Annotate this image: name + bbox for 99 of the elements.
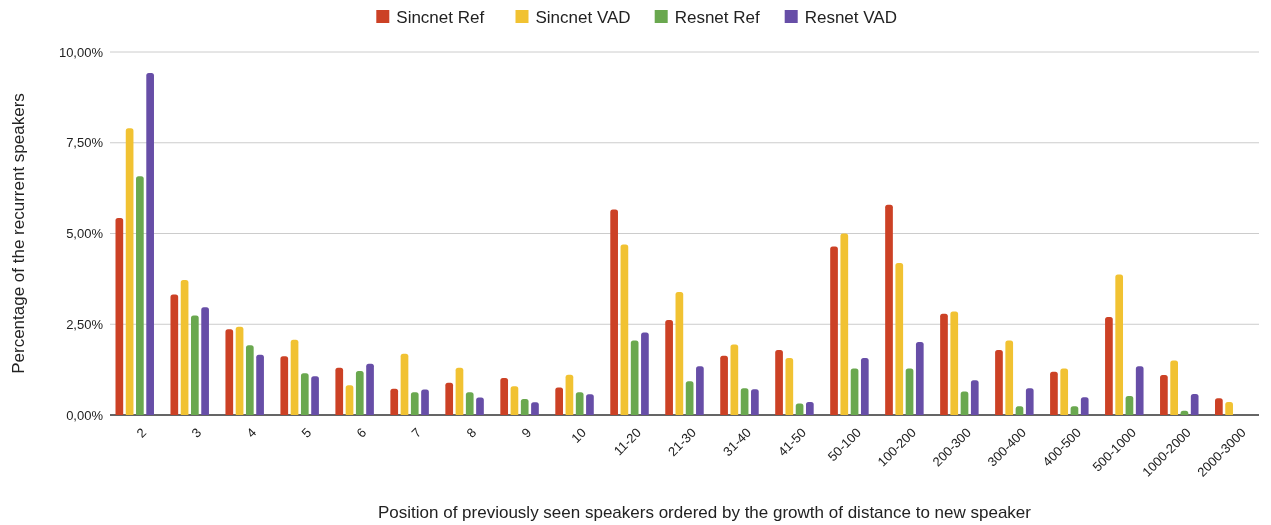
y-tick-label: 10,00% [58,44,104,60]
bar [290,339,299,415]
bar [345,385,354,415]
bar [366,363,374,415]
bar [1125,396,1134,415]
bar [455,367,464,415]
x-tick-label: 4 [243,424,260,441]
bar [940,313,948,415]
y-tick-label: 0,00% [66,407,104,423]
bar [390,388,399,415]
bar [300,373,309,415]
bar [421,389,429,415]
bar [146,73,154,415]
bar [500,377,509,415]
bar [586,394,594,415]
y-tick-label: 7,50% [66,135,104,151]
bar [180,279,189,415]
bar [806,401,814,415]
bar [795,403,804,415]
bar [445,382,454,415]
bar [720,355,728,415]
y-axis-title: Percentage of the recurrent speakers [9,93,28,374]
bar [531,402,539,415]
bar [860,358,869,415]
bar [740,388,749,415]
bar [335,367,344,415]
y-tick-label: 5,00% [66,226,104,242]
bar [476,397,484,415]
bar [1005,340,1014,415]
bar [1190,393,1199,415]
bar [1050,371,1058,415]
bar [191,315,199,415]
x-tick-label: 5 [298,424,315,441]
bar [950,311,959,415]
bar [970,380,979,415]
x-tick-label: 6 [353,424,370,441]
bar [1080,397,1089,415]
bar [201,307,209,415]
bar [915,342,924,415]
bar [280,356,289,415]
bar [125,128,134,415]
x-tick-label: 10 [568,424,590,446]
bar [730,344,739,415]
bar [465,392,474,415]
bar [895,262,904,415]
bar [1060,368,1069,415]
bar [565,374,574,415]
bar [775,350,783,415]
bar [840,233,849,415]
bar [1025,388,1034,415]
bar [630,340,639,415]
bar [1115,274,1124,415]
bar [685,381,694,415]
y-tick-label: 2,50% [66,316,104,332]
bar [1105,316,1113,415]
bar [311,376,319,415]
bar [641,332,649,415]
bar [850,368,859,415]
bar [355,371,364,415]
bar [1160,375,1168,415]
bar [555,387,563,415]
bar [960,391,969,415]
bar [400,353,409,415]
x-axis-title: Position of previously seen speakers ordered by the growth of distance to new speaker [378,503,1032,522]
bar [1170,360,1178,415]
bar [575,392,584,415]
x-tick-label: 8 [463,424,480,441]
legend-label: Sincnet VAD [535,7,631,27]
bar [675,291,684,415]
bar [225,329,234,415]
x-tick-label: 9 [518,424,535,441]
bar [245,345,254,415]
legend-label: Sincnet Ref [396,7,485,27]
bar [620,244,629,415]
bar [410,392,419,415]
bar [905,368,914,415]
bar [885,204,893,415]
bar [830,246,838,415]
x-tick-label: 3 [188,424,205,441]
x-tick-label: 7 [408,424,425,441]
bar [520,399,529,415]
bar [136,176,144,415]
bar [785,358,794,415]
bar [1215,398,1223,415]
legend-label: Resnet Ref [674,7,761,27]
bar [256,354,264,415]
bar [1225,401,1233,415]
bar [751,389,759,415]
legend-label: Resnet VAD [804,7,897,27]
bar [665,319,673,415]
x-tick-label: 2 [133,424,150,441]
bar [1135,366,1144,415]
bar [115,217,124,415]
bar [995,350,1003,415]
bar [610,209,618,415]
bar [235,326,244,415]
bar [696,366,704,415]
bar [170,294,179,415]
bar [510,386,519,415]
